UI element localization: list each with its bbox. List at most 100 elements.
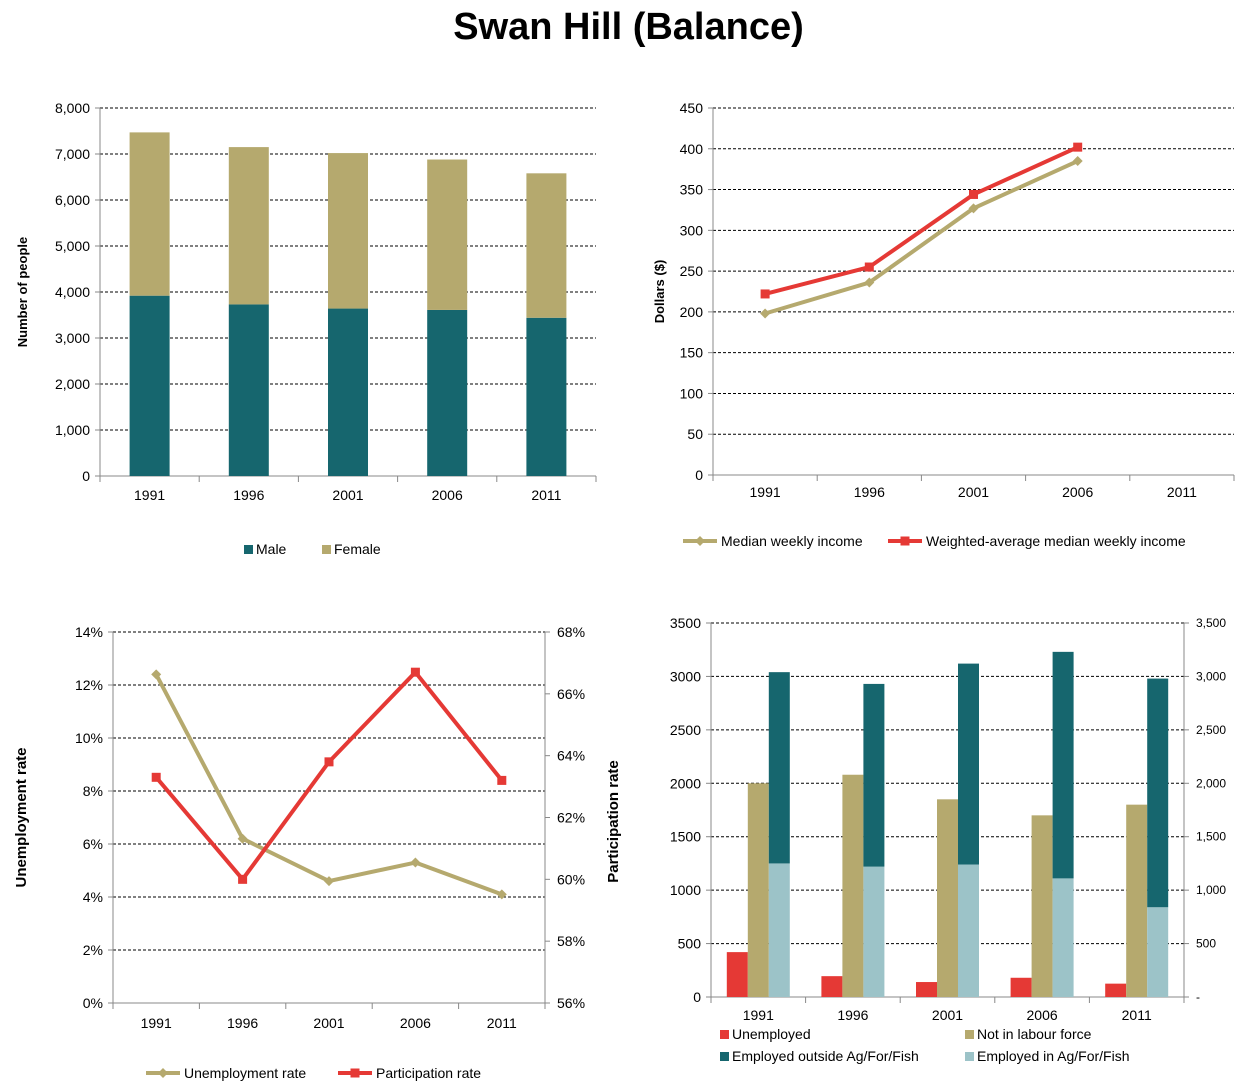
bar-employed-outside-ag [863, 683, 885, 867]
rates-y2-tick-label: 66% [557, 686, 585, 702]
legend-employed-outside-ag-for-fish-label: Employed outside Ag/For/Fish [732, 1048, 919, 1064]
rates-x-tick-label: 2006 [400, 1015, 431, 1031]
legend-female-swatch [322, 545, 331, 554]
rates-y-axis-title: Unemployment rate [13, 747, 30, 887]
rates-y-tick-label: 6% [83, 836, 103, 852]
bar-unemployed [1010, 977, 1032, 997]
income-y-tick-label: 0 [695, 467, 703, 483]
legend-not-in-labour-force-swatch [965, 1030, 974, 1039]
income-x-tick-label: 1991 [750, 484, 781, 500]
population-y-tick-label: 0 [82, 468, 90, 484]
income-y-tick-label: 300 [680, 222, 704, 238]
rates-y-tick-label: 10% [75, 730, 103, 746]
bar-employed-in-ag [768, 863, 790, 997]
legend-male-swatch [244, 545, 253, 554]
legend-employed-outside-ag-for-fish-swatch [720, 1052, 729, 1061]
population-y-tick-label: 4,000 [55, 284, 90, 300]
labour-y-tick-label: 0 [693, 989, 701, 1005]
population-y-tick-label: 5,000 [55, 238, 90, 254]
labour-y2-tick-label: 1,000 [1196, 883, 1226, 897]
legend-participation-rate-label: Participation rate [376, 1065, 481, 1081]
point-participation-rate [238, 874, 248, 884]
legend-participation-rate-marker [350, 1068, 360, 1078]
point-unemployment-rate [496, 889, 507, 900]
labour-y-tick-label: 1500 [670, 829, 701, 845]
income-y-axis-title: Dollars ($) [652, 260, 667, 324]
legend-unemployed-label: Unemployed [732, 1026, 811, 1042]
income-x-tick-label: 2001 [958, 484, 989, 500]
bar-male [328, 308, 368, 476]
population-y-tick-label: 2,000 [55, 376, 90, 392]
bar-male [228, 304, 269, 476]
point-unemployment-rate [410, 857, 421, 868]
point-weighted-average-median-weekly-income [864, 262, 874, 272]
legend-employed-in-ag-for-fish-label: Employed in Ag/For/Fish [977, 1048, 1130, 1064]
labour-y2-tick-label: 2,000 [1196, 776, 1226, 790]
point-median-weekly-income [760, 308, 771, 319]
labour-y2-tick-label: - [1196, 990, 1200, 1004]
rates-x-tick-label: 2001 [313, 1015, 344, 1031]
labour-y2-tick-label: 1,500 [1196, 830, 1226, 844]
labour-x-tick-label: 2011 [1122, 1007, 1152, 1023]
bar-male [427, 309, 468, 476]
bar-employed-in-ag [1147, 907, 1169, 997]
population-x-tick-label: 2006 [432, 487, 463, 503]
point-participation-rate [410, 667, 420, 677]
population-x-tick-label: 1991 [134, 487, 165, 503]
legend-weighted-income-label: Weighted-average median weekly income [926, 533, 1186, 549]
labour-y-tick-label: 2500 [670, 722, 701, 738]
bar-employed-in-ag [863, 866, 885, 997]
income-y-tick-label: 400 [680, 141, 704, 157]
rates-y2-tick-label: 62% [557, 810, 585, 826]
bar-not-in-labour-force [1126, 804, 1148, 997]
population-x-tick-label: 2011 [531, 487, 561, 503]
point-median-weekly-income [1072, 156, 1083, 167]
rates-y-tick-label: 14% [75, 624, 103, 640]
bar-not-in-labour-force [747, 783, 769, 997]
point-unemployment-rate [237, 833, 248, 844]
bar-female [129, 132, 170, 296]
labour-y-tick-label: 3000 [670, 668, 701, 684]
legend-median-income-marker [695, 536, 705, 546]
point-weighted-average-median-weekly-income [760, 289, 770, 299]
income-y-tick-label: 50 [687, 426, 703, 442]
income-x-tick-label: 2011 [1167, 484, 1197, 500]
bar-not-in-labour-force [1031, 815, 1053, 997]
labour-y-tick-label: 3500 [670, 615, 701, 631]
rates-x-tick-label: 2011 [487, 1015, 517, 1031]
bar-employed-outside-ag [958, 663, 979, 865]
bar-unemployed [821, 976, 843, 997]
bar-not-in-labour-force [937, 799, 958, 997]
point-participation-rate [324, 757, 334, 767]
bar-employed-in-ag [958, 864, 979, 997]
labour-x-tick-label: 2001 [932, 1007, 963, 1023]
rates-gridlines [108, 631, 546, 1009]
labour-y2-tick-label: 500 [1196, 937, 1216, 951]
legend-female-label: Female [334, 541, 381, 557]
bar-employed-in-ag [1052, 878, 1074, 997]
population-x-tick-label: 1996 [233, 487, 264, 503]
bar-unemployed [726, 952, 748, 997]
income-gridlines [708, 107, 1235, 481]
bar-female [427, 159, 468, 310]
labour-y-tick-label: 2000 [670, 775, 701, 791]
rates-y-tick-label: 12% [75, 677, 103, 693]
rates-y2-tick-label: 58% [557, 933, 585, 949]
income-y-tick-label: 350 [680, 182, 704, 198]
rates-x-tick-label: 1996 [227, 1015, 258, 1031]
rates-x-tick-label: 1991 [141, 1015, 172, 1031]
legend-employed-in-ag-for-fish-swatch [965, 1052, 974, 1061]
point-median-weekly-income [968, 203, 979, 214]
labour-y-tick-label: 1000 [670, 882, 701, 898]
rates-y2-tick-label: 64% [557, 748, 585, 764]
bar-female [328, 153, 368, 309]
population-y-tick-label: 8,000 [55, 100, 90, 116]
rates-right-axis [544, 631, 550, 1004]
income-y-tick-label: 150 [680, 345, 704, 361]
bar-female [526, 173, 567, 318]
rates-y2-tick-label: 56% [557, 995, 585, 1011]
legend-median-income-label: Median weekly income [721, 533, 863, 549]
bar-employed-outside-ag [1052, 651, 1074, 879]
rates-y2-tick-label: 68% [557, 624, 585, 640]
rates-y-tick-label: 8% [83, 783, 103, 799]
